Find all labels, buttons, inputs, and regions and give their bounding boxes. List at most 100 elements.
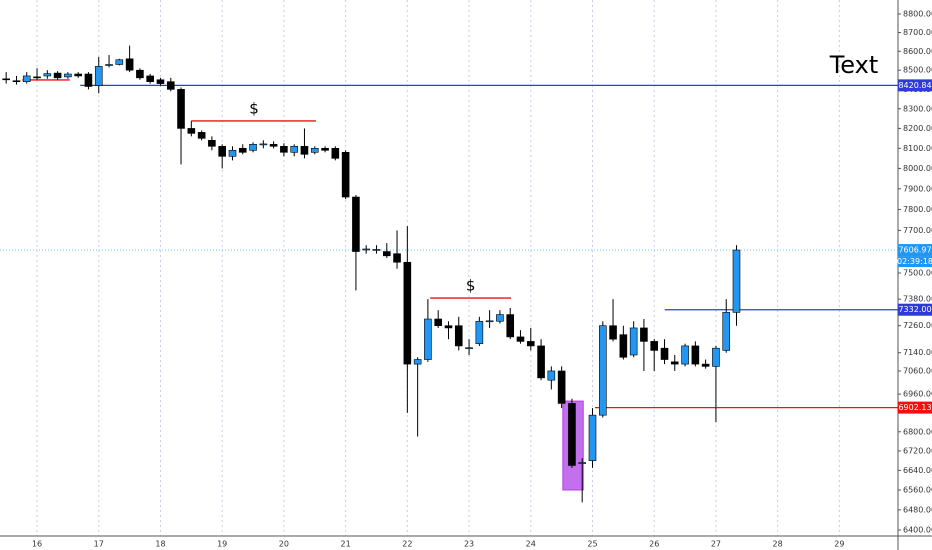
candle-body (619, 334, 628, 358)
y-tick-label: 6720.00 (903, 446, 932, 455)
candle-body (712, 347, 720, 367)
candle-body (156, 79, 165, 84)
x-tick-label: 17 (94, 540, 104, 549)
candle-body (568, 403, 576, 466)
x-tick-label: 22 (402, 540, 412, 549)
x-tick-label: 21 (341, 540, 351, 549)
candle-body (547, 370, 556, 381)
price-tag (898, 244, 932, 257)
candle-body (557, 370, 566, 404)
x-tick-label: 16 (32, 540, 42, 549)
price-tag-label: 7606.97 (898, 246, 931, 255)
candle-body (218, 146, 226, 157)
price-tag (898, 79, 932, 92)
candle-body (33, 76, 41, 79)
candle-body (701, 363, 710, 367)
y-tick-label: 7800.00 (903, 205, 932, 214)
candle-body (465, 347, 473, 350)
candle-body (526, 341, 535, 347)
candle-body (64, 73, 72, 78)
candle-body (280, 146, 288, 153)
candle-body (629, 327, 638, 356)
price-tag-label: 8420.84 (898, 81, 931, 90)
candle-body (393, 253, 401, 263)
candle-body (331, 148, 340, 159)
candle-body (197, 132, 206, 139)
candle-body (321, 148, 329, 151)
candle-body (300, 146, 309, 155)
y-tick-label: 6480.00 (903, 505, 932, 514)
candle-body (22, 75, 31, 82)
candle-body (578, 462, 586, 464)
candle-body (444, 325, 453, 329)
level-note: $ (249, 99, 259, 117)
y-tick-label: 8200.00 (903, 124, 932, 133)
y-tick-label: 6640.00 (903, 466, 932, 475)
x-tick-label: 23 (464, 540, 474, 549)
x-tick-label: 24 (526, 540, 536, 549)
candle-body (84, 73, 93, 87)
candle-body (537, 345, 545, 379)
y-tick-label: 7500.00 (903, 269, 932, 278)
candle-body (516, 336, 525, 342)
y-tick-label: 8500.00 (903, 66, 932, 75)
candle-body (403, 261, 412, 365)
candle-body (372, 249, 381, 251)
text-note: Text (829, 51, 879, 79)
candle-body (53, 72, 62, 79)
candle-body (2, 78, 10, 81)
candle-body (187, 128, 196, 134)
y-tick-label: 7380.00 (903, 295, 932, 304)
y-tick-label: 7060.00 (903, 366, 932, 375)
x-tick-label: 19 (217, 540, 227, 549)
candle-body (228, 150, 237, 157)
x-tick-label: 20 (279, 540, 289, 549)
candle-body (269, 144, 278, 147)
candle-body (640, 327, 648, 342)
x-tick-label: 26 (649, 540, 659, 549)
y-tick-label: 6400.00 (903, 526, 932, 535)
x-tick-label: 18 (155, 540, 165, 549)
candle-body (290, 146, 299, 153)
y-tick-label: 8000.00 (903, 164, 932, 173)
candle-body (94, 66, 103, 86)
y-tick-label: 6800.00 (903, 427, 932, 436)
price-tag-label: 6902.13 (898, 403, 931, 412)
x-tick-label: 29 (834, 540, 844, 549)
countdown-label: 02:39:18 (897, 257, 932, 266)
candle-body (43, 73, 52, 77)
y-tick-label: 6560.00 (903, 485, 932, 494)
y-tick-label: 7140.00 (903, 348, 932, 357)
y-tick-label: 8600.00 (903, 47, 932, 56)
y-tick-label: 8300.00 (903, 104, 932, 113)
y-tick-label: 8800.00 (903, 10, 932, 19)
y-tick-label: 8700.00 (903, 28, 932, 37)
candle-body (352, 196, 360, 252)
candle-body (485, 320, 494, 323)
price-tag (898, 303, 932, 316)
candle-body (496, 314, 504, 322)
y-tick-label: 7700.00 (903, 226, 932, 235)
price-tag (898, 401, 932, 414)
candle-body (506, 314, 515, 338)
candle-body (475, 320, 484, 344)
candle-body (722, 312, 731, 351)
candle-body (146, 75, 154, 82)
candle-body (125, 58, 134, 71)
x-tick-label: 28 (773, 540, 783, 549)
level-note: $ (466, 277, 476, 295)
candle-body (177, 89, 185, 129)
candle-body (259, 143, 268, 146)
candle-body (362, 248, 370, 251)
candle-body (208, 140, 216, 147)
candle-body (732, 249, 741, 313)
candle-body (434, 318, 442, 327)
candle-body (650, 341, 659, 351)
y-tick-label: 6960.00 (903, 390, 932, 399)
candle-body (382, 251, 391, 257)
candle-body (670, 361, 679, 365)
candle-body (238, 148, 247, 153)
candle-body (599, 325, 607, 416)
candle-body (12, 80, 21, 83)
